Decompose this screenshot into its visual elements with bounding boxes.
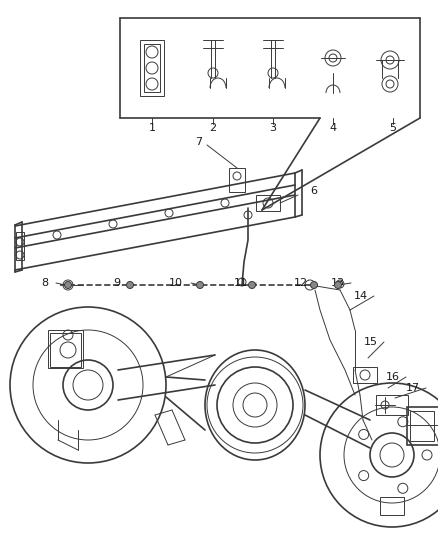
Circle shape [197,281,204,288]
Bar [48,330,83,368]
Text: 4: 4 [329,123,336,133]
Bar [376,395,408,415]
Text: 9: 9 [113,278,120,288]
Bar [410,411,434,441]
Bar [50,333,81,367]
Text: 11: 11 [234,278,248,288]
Text: 1: 1 [148,123,155,133]
Circle shape [64,281,71,288]
Bar [407,407,438,445]
Circle shape [248,281,255,288]
Bar [140,40,164,96]
Bar [256,195,280,211]
Text: 2: 2 [209,123,216,133]
Circle shape [127,281,134,288]
Text: 14: 14 [354,291,368,301]
Text: 16: 16 [386,372,400,382]
Text: 17: 17 [406,383,420,393]
Circle shape [335,281,342,288]
Circle shape [311,281,318,288]
Bar [16,232,24,260]
Text: 5: 5 [389,123,396,133]
Text: 15: 15 [364,337,378,347]
Text: 3: 3 [269,123,276,133]
Text: 10: 10 [169,278,183,288]
Text: 7: 7 [195,137,202,147]
Bar [380,497,404,515]
Bar [229,168,245,192]
Text: 12: 12 [294,278,308,288]
Bar [353,367,377,383]
Text: 13: 13 [331,278,345,288]
Text: 8: 8 [41,278,48,288]
Text: 6: 6 [310,186,317,196]
Bar [144,44,160,92]
